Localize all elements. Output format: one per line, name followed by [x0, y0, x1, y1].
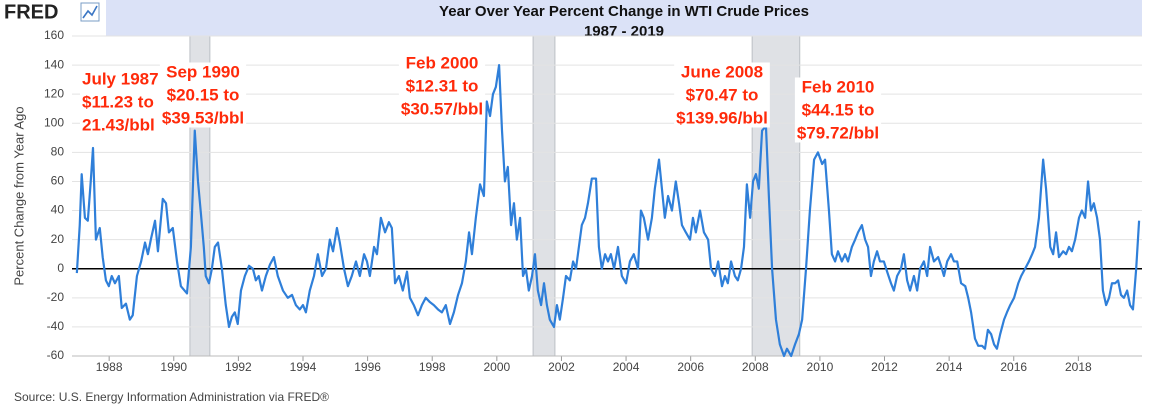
y-tick-label: 40	[51, 203, 65, 217]
y-tick-label: 60	[51, 174, 65, 188]
annotation-text: $79.72/bbl	[797, 123, 879, 142]
x-tick-label: 2002	[548, 360, 575, 374]
plot-background	[72, 36, 1142, 356]
source-note: Source: U.S. Energy Information Administ…	[14, 390, 329, 404]
annotation: Feb 2000 $12.31 to $30.57/bbl	[398, 53, 486, 119]
x-tick-label: 2010	[807, 360, 834, 374]
annotation: June 2008 $70.47 to $139.96/bbl	[674, 62, 770, 128]
annotation-text: July 1987	[82, 69, 159, 88]
annotation-bg	[159, 62, 247, 128]
annotation-text: 21.43/bbl	[82, 115, 155, 134]
annotation-text: Feb 2010	[802, 77, 875, 96]
logo-icon	[80, 2, 100, 22]
y-tick-label: 100	[44, 115, 64, 129]
x-tick-label: 2012	[871, 360, 898, 374]
x-tick-label: 1994	[290, 360, 317, 374]
y-tick-label: -20	[47, 290, 65, 304]
x-tick-label: 2000	[483, 360, 510, 374]
x-tick-label: 2004	[613, 360, 640, 374]
annotation: July 1987 $11.23 to 21.43/bbl	[80, 69, 161, 135]
annotation-bg	[674, 62, 770, 128]
annotation-bg	[80, 69, 161, 135]
data-line	[75, 63, 1141, 358]
annotation: Feb 2010 $44.15 to $79.72/bbl	[794, 77, 882, 143]
x-tick-label: 2018	[1065, 360, 1092, 374]
y-tick-label: 20	[51, 232, 65, 246]
y-tick-label: 0	[57, 261, 64, 275]
annotation-text: $39.53/bbl	[162, 108, 244, 127]
x-tick-label: 1996	[354, 360, 381, 374]
annotation-text: Feb 2000	[406, 53, 479, 72]
logo-icon-line	[82, 5, 98, 19]
annotation-text: Sep 1990	[166, 62, 240, 81]
y-tick-label: 160	[44, 28, 64, 42]
annotation-text: June 2008	[681, 62, 763, 81]
annotation-text: $44.15 to	[802, 100, 875, 119]
annotation-text: $30.57/bbl	[401, 99, 483, 118]
y-tick-label: 140	[44, 57, 64, 71]
y-tick-label: -60	[47, 348, 65, 362]
annotation-bg	[794, 77, 882, 143]
x-tick-label: 2014	[936, 360, 963, 374]
y-tick-label: -40	[47, 319, 65, 333]
annotation-text: $12.31 to	[406, 76, 479, 95]
recession-band	[532, 35, 556, 357]
annotation-text: $20.15 to	[167, 85, 240, 104]
y-axis-label: Percent Change from Year Ago	[11, 106, 26, 285]
annotation: Sep 1990 $20.15 to $39.53/bbl	[159, 62, 247, 128]
y-tick-label: 80	[51, 145, 65, 159]
x-tick-label: 1988	[96, 360, 123, 374]
plot-area	[72, 35, 1142, 357]
annotation-text: $70.47 to	[686, 85, 759, 104]
annotation-text: $139.96/bbl	[676, 108, 768, 127]
annotation-text: $11.23 to	[82, 92, 154, 111]
chart-title: Year Over Year Percent Change in WTI Cru…	[439, 3, 809, 20]
x-tick-label: 1990	[160, 360, 187, 374]
x-tick-label: 1992	[225, 360, 252, 374]
x-tick-label: 2016	[1000, 360, 1027, 374]
logo: FRED	[4, 1, 58, 23]
x-tick-label: 2008	[742, 360, 769, 374]
x-tick-label: 2006	[677, 360, 704, 374]
y-tick-label: 120	[44, 86, 64, 100]
x-tick-label: 1998	[419, 360, 446, 374]
annotation-bg	[398, 53, 486, 119]
